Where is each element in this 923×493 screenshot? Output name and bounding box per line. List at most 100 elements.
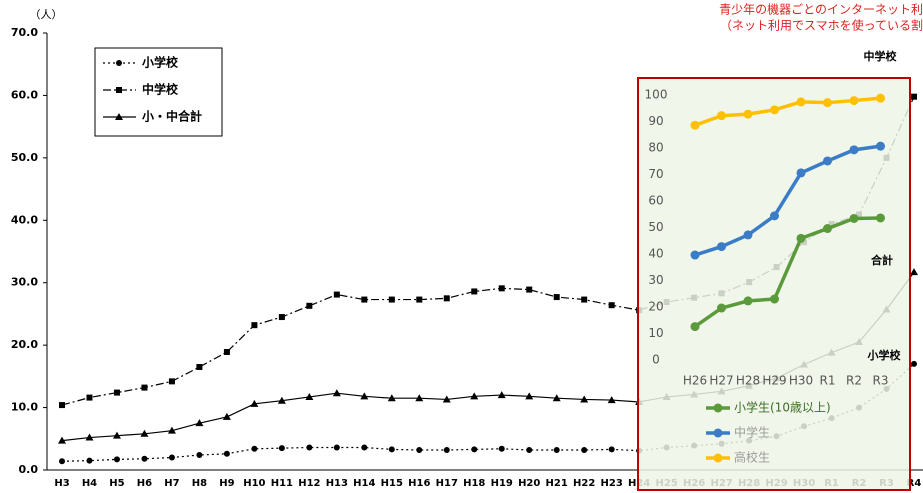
annotation: 合計 — [871, 253, 893, 267]
inset-marker — [796, 168, 806, 178]
inset-subtitle: （ネット利用でスマホを使っている割 — [720, 18, 923, 33]
inset-y-tick-label: 40 — [648, 247, 663, 261]
inset-y-tick-label: 0 — [652, 353, 660, 367]
inset-marker — [849, 213, 859, 223]
marker — [196, 363, 203, 370]
marker — [306, 302, 313, 309]
marker — [85, 433, 94, 441]
marker — [416, 447, 423, 454]
x-tick-label: H22 — [573, 478, 595, 489]
x-tick-label: H23 — [601, 478, 623, 489]
marker — [911, 93, 917, 100]
inset-series-line — [693, 216, 881, 329]
legend-label: 中学校 — [142, 82, 179, 97]
marker — [388, 296, 395, 303]
inset-background — [637, 77, 911, 491]
inset-marker — [717, 242, 726, 252]
inset-y-tick-label: 10 — [648, 326, 663, 340]
inset-marker — [823, 156, 832, 166]
marker — [333, 444, 340, 451]
inset-y-tick-label: 20 — [648, 300, 663, 314]
inset-series-line — [694, 144, 881, 257]
inset-marker — [717, 111, 726, 121]
y-tick-label: 70.0 — [11, 26, 38, 39]
marker — [113, 389, 120, 396]
inset-y-tick-label: 70 — [648, 167, 663, 181]
marker — [113, 456, 120, 463]
inset-legend-label: 中学生 — [734, 425, 770, 440]
inset-x-tick-label: R1 — [820, 374, 836, 388]
marker — [910, 268, 918, 276]
x-tick-label: H12 — [298, 478, 320, 489]
marker — [251, 322, 258, 329]
inset-marker — [743, 109, 753, 119]
marker — [360, 392, 369, 400]
marker — [278, 445, 285, 452]
marker — [553, 447, 560, 454]
y-tick-label: 50.0 — [11, 151, 38, 164]
legend-marker — [116, 87, 122, 93]
marker — [607, 396, 616, 404]
inset-marker — [770, 105, 779, 115]
inset-x-tick-label: H27 — [709, 374, 733, 388]
inset-marker — [690, 322, 700, 332]
marker — [277, 396, 286, 404]
marker — [911, 360, 917, 367]
marker — [387, 394, 396, 402]
marker — [415, 394, 424, 402]
marker — [332, 389, 341, 397]
x-tick-label: R4 — [907, 478, 922, 489]
marker — [497, 391, 506, 399]
inset-y-tick-label: 90 — [648, 114, 663, 128]
x-tick-label: H15 — [381, 478, 403, 489]
marker — [581, 447, 588, 454]
inset-legend-label: 高校生 — [734, 450, 770, 465]
marker — [608, 302, 615, 309]
marker — [168, 378, 175, 385]
inset-marker — [876, 93, 885, 103]
marker — [471, 288, 478, 295]
x-tick-label: H18 — [463, 478, 485, 489]
marker — [388, 446, 395, 453]
marker — [526, 286, 533, 293]
marker — [498, 445, 505, 452]
marker — [361, 444, 368, 451]
marker — [333, 291, 340, 298]
marker — [498, 285, 505, 292]
legend-marker — [115, 113, 123, 120]
legend-label: 小学校 — [142, 55, 179, 70]
marker — [223, 349, 230, 356]
legend-label: 小・中合計 — [142, 109, 202, 124]
inset-marker — [743, 230, 753, 240]
inset-legend-marker — [713, 403, 723, 413]
marker — [196, 452, 203, 459]
y-tick-label: 40.0 — [11, 213, 38, 226]
marker — [278, 314, 285, 321]
marker — [140, 429, 149, 437]
marker — [167, 426, 176, 434]
x-tick-label: H20 — [518, 478, 540, 489]
x-tick-label: H7 — [164, 478, 179, 489]
marker — [443, 295, 450, 302]
marker — [195, 419, 204, 427]
x-tick-label: H6 — [137, 478, 152, 489]
inset-marker — [690, 250, 700, 260]
marker — [470, 392, 479, 400]
annotation: 中学校 — [864, 49, 898, 63]
x-tick-label: H16 — [408, 478, 430, 489]
x-tick-label: H10 — [243, 478, 265, 489]
y-tick-label: 20.0 — [11, 338, 38, 351]
marker — [608, 446, 615, 453]
x-tick-label: H13 — [326, 478, 348, 489]
y-axis-label: （人） — [30, 8, 63, 21]
inset-x-tick-label: H30 — [789, 374, 813, 388]
inset-marker — [849, 96, 859, 106]
marker — [223, 450, 230, 457]
inset-title: 青少年の機器ごとのインターネット利 — [719, 2, 923, 17]
inset-x-tick-label: R2 — [846, 374, 862, 388]
inset-marker — [796, 97, 806, 107]
inset-y-tick-label: 30 — [648, 273, 663, 287]
marker — [58, 436, 66, 444]
x-tick-label: H11 — [271, 478, 293, 489]
x-tick-label: H19 — [491, 478, 513, 489]
